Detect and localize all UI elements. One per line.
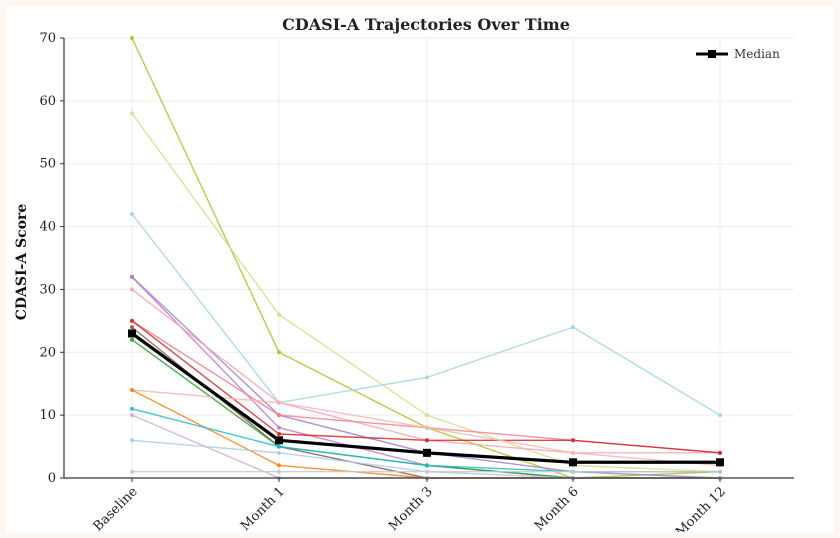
y-tick-label: 20	[39, 345, 56, 360]
data-point	[277, 350, 281, 355]
x-tick-label: Month 3	[386, 484, 436, 532]
data-point	[277, 463, 281, 468]
patient-trajectory-line	[131, 37, 721, 479]
data-point	[425, 425, 429, 430]
line-chart: 0 10 20 30 40 50 60 70 Baseline Month 1 Month 3 Mon…	[14, 15, 794, 532]
data-point	[130, 36, 134, 40]
data-point	[571, 438, 575, 443]
data-point	[130, 287, 134, 292]
series-lines	[128, 36, 724, 480]
y-tick-label: 50	[39, 157, 56, 172]
patient-trajectory-line	[131, 113, 721, 473]
data-point	[425, 469, 429, 474]
data-point	[425, 463, 429, 468]
median-point	[275, 436, 283, 445]
grid	[64, 37, 794, 478]
y-tick-label: 10	[39, 408, 56, 423]
x-tick-label: Month 6	[532, 484, 582, 532]
patient-trajectory-line	[131, 213, 721, 416]
data-point	[277, 425, 281, 430]
data-point	[425, 413, 429, 418]
data-point	[718, 413, 722, 418]
data-point	[130, 406, 134, 411]
patient-trajectory-line	[131, 320, 721, 454]
patient-trajectory-line	[131, 320, 721, 454]
legend: Median	[696, 47, 780, 61]
legend-median-label: Median	[734, 47, 780, 61]
data-point	[571, 469, 575, 474]
y-tick-label: 60	[39, 94, 56, 109]
data-point	[130, 469, 134, 474]
data-point	[130, 413, 134, 418]
data-point	[277, 432, 281, 436]
data-point	[425, 375, 429, 380]
y-tick-label: 0	[48, 471, 56, 486]
data-point	[277, 469, 281, 474]
data-point	[277, 444, 281, 449]
y-tick-label: 70	[39, 31, 56, 46]
legend-median-marker	[708, 50, 716, 58]
data-point	[130, 438, 134, 443]
x-tick-label: Baseline	[91, 484, 141, 532]
data-point	[425, 438, 429, 443]
data-point	[130, 212, 134, 216]
y-axis-title: CDASI-A Score	[14, 204, 30, 321]
data-point	[571, 450, 575, 455]
data-point	[277, 400, 281, 405]
data-point	[718, 469, 722, 474]
data-point	[130, 325, 134, 330]
chart-figure: 0 10 20 30 40 50 60 70 Baseline Month 1 Month 3 Mon…	[6, 6, 834, 532]
data-point	[277, 413, 281, 418]
data-point	[571, 325, 575, 330]
data-point	[718, 450, 722, 455]
x-tick-label: Month 1	[238, 484, 288, 532]
data-point	[277, 450, 281, 455]
median-point	[716, 458, 724, 467]
axes	[60, 37, 794, 482]
data-point	[130, 274, 134, 279]
y-tick-label: 40	[39, 220, 56, 235]
median-point	[569, 458, 577, 467]
data-point	[277, 312, 281, 317]
median-point	[128, 329, 136, 338]
data-point	[130, 111, 134, 116]
chart-title: CDASI-A Trajectories Over Time	[282, 15, 570, 34]
data-point	[130, 318, 134, 323]
median-point	[423, 448, 431, 457]
data-point	[130, 388, 134, 392]
y-tick-label: 30	[39, 282, 56, 297]
x-tick-label: Month 12	[673, 484, 729, 532]
data-point	[130, 337, 134, 342]
